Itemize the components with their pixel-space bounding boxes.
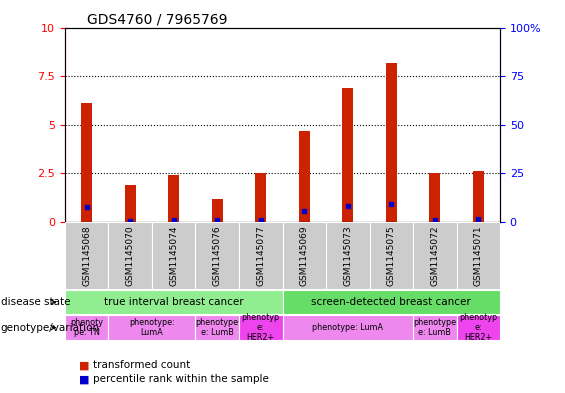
Bar [282,222,326,289]
Text: GSM1145071: GSM1145071 [474,225,483,286]
Bar [168,175,179,222]
Text: ■: ■ [79,360,90,371]
Text: phenotype: LumA: phenotype: LumA [312,323,383,332]
Bar [108,315,195,340]
Text: GSM1145072: GSM1145072 [431,225,439,286]
Bar [473,171,484,222]
Text: GSM1145074: GSM1145074 [170,225,178,286]
Text: phenotyp
e:
HER2+: phenotyp e: HER2+ [242,313,280,342]
Text: phenoty
pe: TN: phenoty pe: TN [70,318,103,337]
Bar [386,62,397,222]
Text: disease state: disease state [1,297,70,307]
Bar [239,222,282,289]
Text: true interval breast cancer: true interval breast cancer [104,297,244,307]
Text: transformed count: transformed count [93,360,190,371]
Bar [65,290,282,314]
Text: ■: ■ [79,374,90,384]
Bar [65,315,108,340]
Bar [457,315,500,340]
Bar [413,315,457,340]
Text: phenotype
e: LumB: phenotype e: LumB [413,318,457,337]
Text: GDS4760 / 7965769: GDS4760 / 7965769 [87,12,227,26]
Bar [342,88,353,222]
Bar [152,222,195,289]
Bar [370,222,413,289]
Text: genotype/variation: genotype/variation [1,323,99,332]
Bar [429,173,440,222]
Text: screen-detected breast cancer: screen-detected breast cancer [311,297,471,307]
Bar [299,130,310,222]
Text: GSM1145068: GSM1145068 [82,225,91,286]
Text: phenotype:
LumA: phenotype: LumA [129,318,175,337]
Bar [125,185,136,222]
Bar [282,290,500,314]
Bar [212,199,223,222]
Text: percentile rank within the sample: percentile rank within the sample [93,374,269,384]
Text: GSM1145069: GSM1145069 [300,225,308,286]
Text: phenotype
e: LumB: phenotype e: LumB [195,318,239,337]
Bar [108,222,152,289]
Bar [326,222,370,289]
Text: phenotyp
e:
HER2+: phenotyp e: HER2+ [459,313,497,342]
Text: GSM1145075: GSM1145075 [387,225,396,286]
Bar [282,315,413,340]
Bar [65,222,108,289]
Text: GSM1145070: GSM1145070 [126,225,134,286]
Bar [255,173,266,222]
Bar [239,315,282,340]
Text: GSM1145076: GSM1145076 [213,225,221,286]
Bar [457,222,500,289]
Bar [195,315,239,340]
Text: GSM1145077: GSM1145077 [257,225,265,286]
Bar [413,222,457,289]
Bar [195,222,239,289]
Text: GSM1145073: GSM1145073 [344,225,352,286]
Bar [81,103,92,222]
